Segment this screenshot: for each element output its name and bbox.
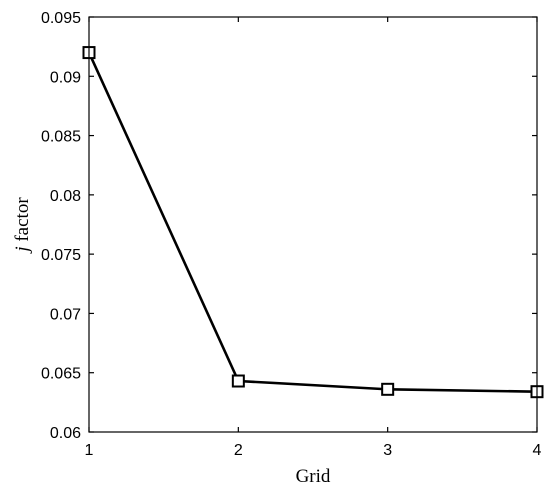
y-tick-label: 0.095 [41, 10, 81, 27]
y-tick-label: 0.085 [41, 129, 81, 146]
tick-marks [88, 16, 538, 433]
x-axis-title: Grid [296, 466, 331, 487]
y-tick-label: 0.06 [50, 425, 81, 442]
x-tick-labels: 1 2 3 4 [85, 442, 542, 459]
y-axis-title: j factor [12, 197, 33, 255]
series-layer [82, 46, 544, 399]
series-line [87, 52, 538, 393]
y-tick-label: 0.07 [50, 306, 81, 323]
x-tick-label: 4 [533, 442, 542, 459]
y-axis-title-rest: factor [12, 197, 33, 247]
y-tick-label: 0.075 [41, 247, 81, 264]
x-tick-label: 3 [383, 442, 392, 459]
data-point [231, 374, 245, 388]
y-tick-label: 0.065 [41, 366, 81, 383]
x-tick-label: 1 [85, 442, 94, 459]
data-point [381, 382, 395, 396]
plot-frame [88, 16, 538, 433]
y-axis-title-italic: j [12, 246, 33, 254]
y-tick-labels: 0.06 0.065 0.07 0.075 0.08 0.085 0.09 0.095 [41, 10, 81, 442]
y-tick-label: 0.09 [50, 69, 81, 86]
y-tick-label: 0.08 [50, 188, 81, 205]
x-tick-label: 2 [234, 442, 243, 459]
